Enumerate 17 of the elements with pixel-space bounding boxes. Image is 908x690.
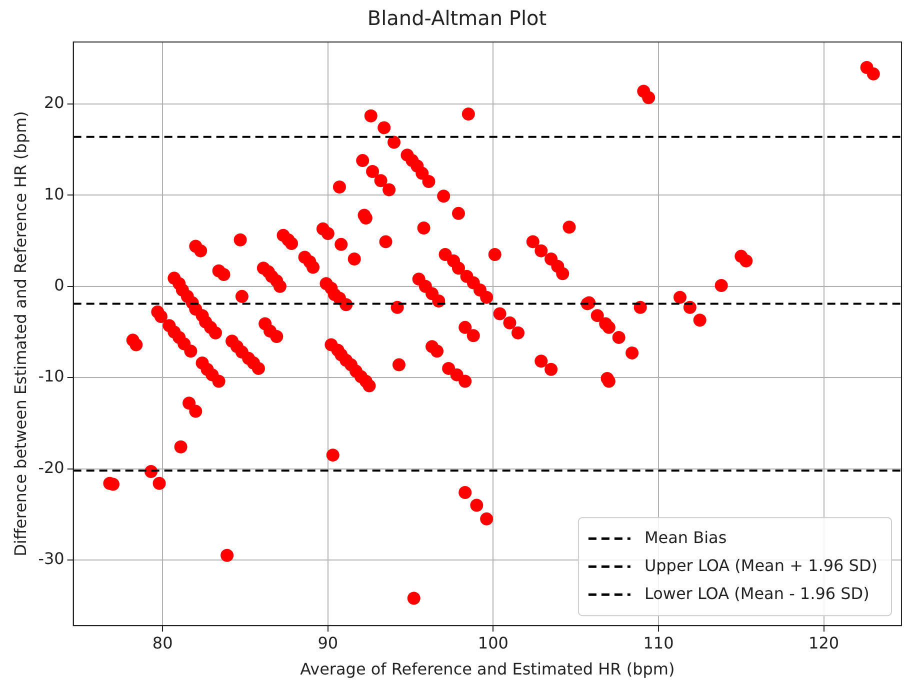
x-tick-label: 100 [478, 633, 508, 652]
y-tick-label: 0 [54, 276, 64, 295]
y-tick-label: 10 [44, 184, 64, 204]
chart-title: Bland-Altman Plot [367, 6, 547, 30]
y-axis-title: Difference between Estimated and Reference HR (bpm) [10, 111, 30, 556]
y-tick-label: -10 [38, 366, 64, 386]
y-tick-label: -30 [38, 549, 64, 568]
x-tick-label: 120 [808, 633, 840, 652]
x-tick-label: 110 [643, 633, 674, 652]
y-tick-label: -20 [38, 458, 64, 477]
y-tick-label: 20 [44, 93, 64, 112]
legend-label: Upper LOA (Mean + 1.96 SD) [644, 556, 878, 575]
legend-label: Lower LOA (Mean - 1.96 SD) [644, 584, 870, 603]
x-tick-label: 90 [318, 633, 338, 652]
legend-label: Mean Bias [644, 528, 727, 547]
x-axis-title: Average of Reference and Estimated HR (bpm) [300, 660, 675, 679]
x-tick-label: 80 [152, 633, 173, 652]
